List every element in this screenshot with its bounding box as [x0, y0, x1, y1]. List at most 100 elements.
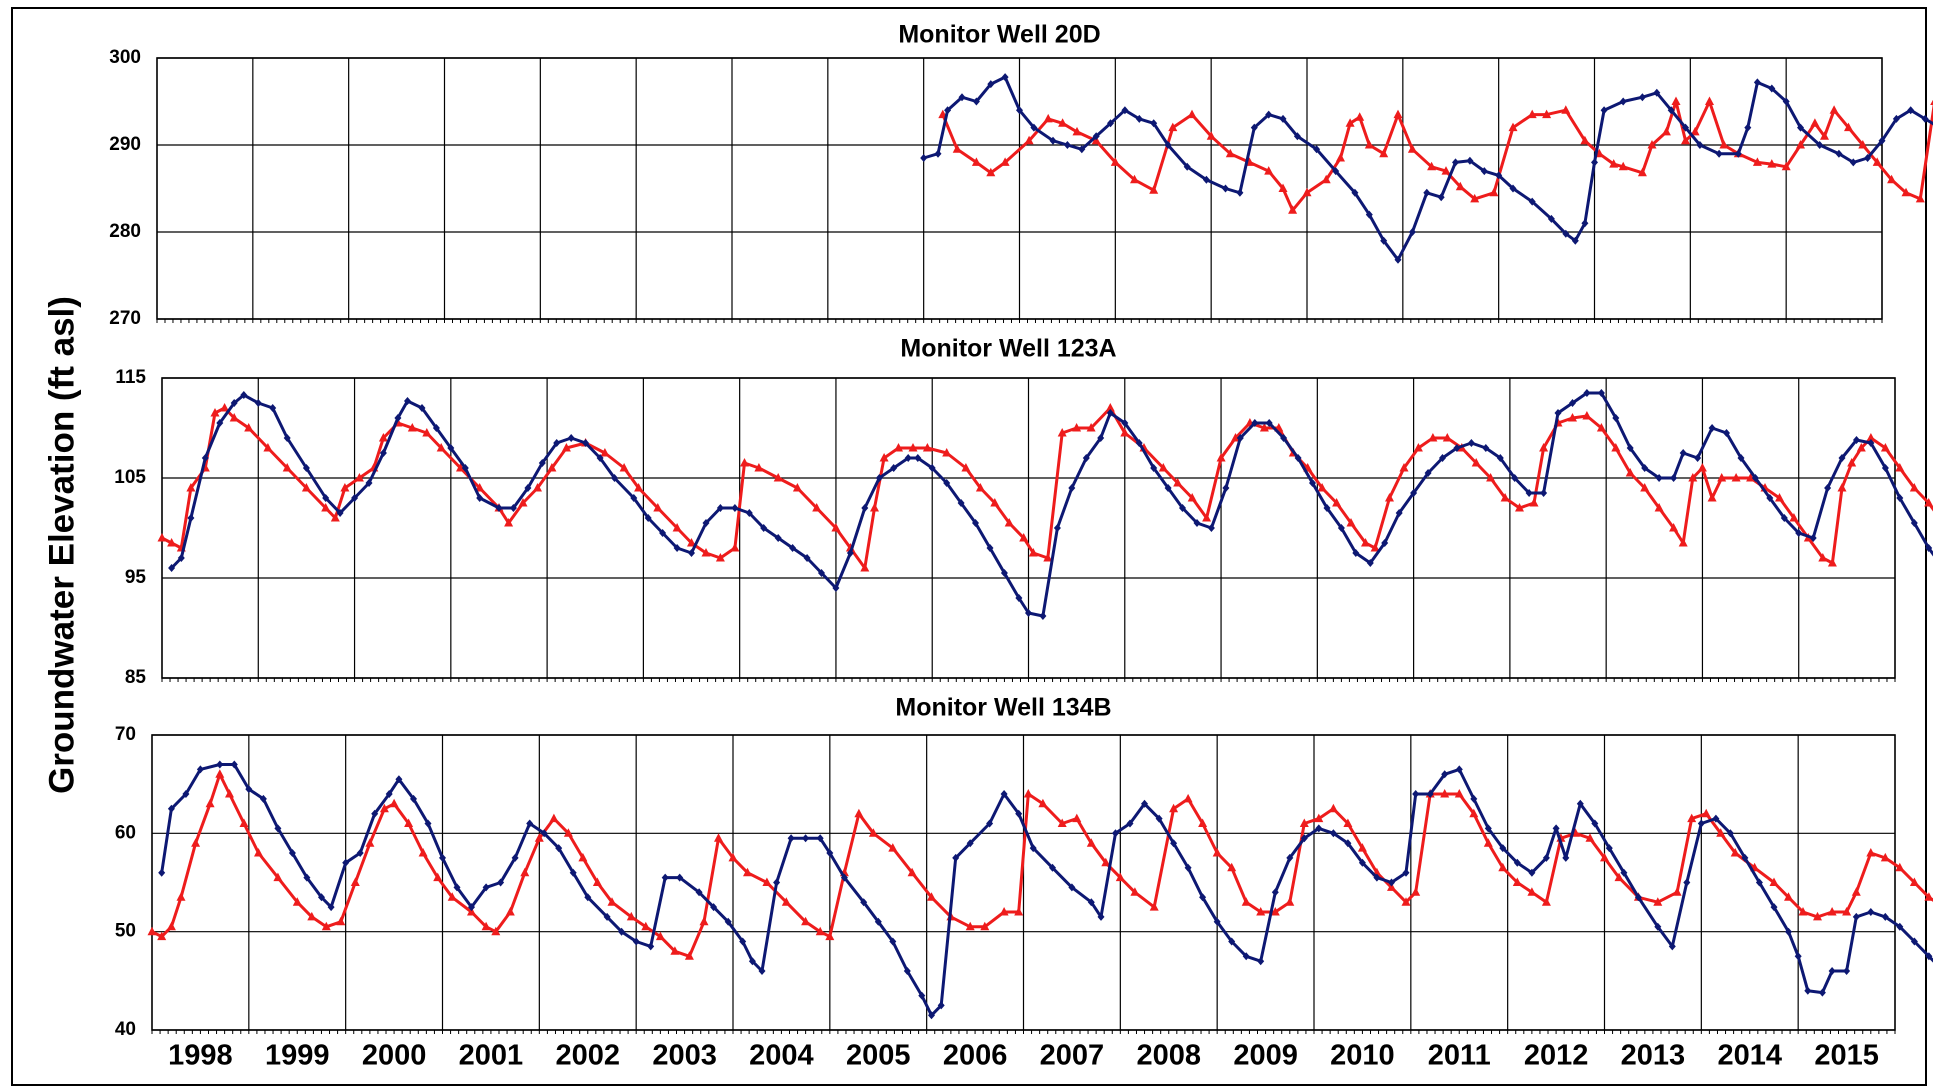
data-point	[1499, 844, 1507, 853]
data-point	[630, 494, 638, 502]
data-point	[1766, 494, 1774, 502]
data-point	[424, 819, 432, 828]
data-point	[758, 967, 766, 975]
data-point	[1547, 214, 1555, 223]
data-point	[1789, 513, 1799, 522]
data-point	[1170, 839, 1178, 848]
data-point	[1213, 917, 1221, 926]
data-point	[1265, 419, 1273, 427]
data-point	[986, 819, 994, 828]
data-point	[1600, 852, 1609, 862]
data-point	[943, 479, 951, 487]
data-point	[1251, 419, 1259, 427]
data-point	[611, 474, 618, 482]
data-point	[716, 504, 724, 512]
data-point	[1467, 439, 1475, 447]
data-point	[702, 519, 710, 527]
data-point	[1881, 912, 1889, 921]
data-point	[1552, 824, 1560, 833]
data-point	[230, 760, 238, 769]
data-point	[1596, 423, 1606, 432]
data-point	[1440, 789, 1450, 798]
data-point	[1887, 174, 1897, 184]
data-point	[1667, 106, 1675, 115]
data-point	[259, 794, 267, 803]
data-point	[748, 957, 756, 966]
data-point	[914, 454, 922, 462]
data-point	[1179, 504, 1186, 512]
data-point	[182, 790, 190, 798]
data-point	[1441, 166, 1451, 175]
data-point	[1373, 873, 1381, 882]
data-point	[781, 897, 791, 906]
data-point	[1302, 187, 1312, 197]
data-point	[1896, 922, 1904, 931]
data-point	[1681, 135, 1690, 145]
data-point	[1853, 436, 1860, 444]
data-point	[1562, 229, 1570, 238]
y-tick-label: 290	[109, 134, 141, 155]
data-point	[1770, 903, 1778, 912]
data-point	[918, 991, 926, 1000]
data-point	[1271, 888, 1279, 897]
data-point	[965, 921, 975, 931]
data-point	[1654, 503, 1664, 512]
data-point	[1038, 798, 1048, 808]
data-point	[1661, 126, 1671, 136]
data-point	[1466, 156, 1474, 165]
panel-title: Monitor Well 123A	[900, 335, 1116, 363]
data-point	[1838, 454, 1846, 462]
data-point	[1049, 136, 1057, 145]
data-point	[603, 912, 611, 921]
data-point	[244, 423, 254, 432]
data-point	[1168, 122, 1178, 132]
data-point	[1053, 524, 1061, 532]
data-point	[860, 898, 868, 907]
data-point	[812, 503, 822, 512]
data-point	[618, 927, 626, 936]
data-point	[1715, 149, 1723, 158]
data-point	[158, 868, 166, 877]
data-point	[168, 564, 176, 572]
data-point	[1858, 140, 1868, 149]
data-point	[1394, 255, 1402, 264]
data-point	[904, 454, 912, 462]
data-point	[1818, 553, 1828, 562]
data-point	[600, 448, 610, 457]
data-point	[1513, 858, 1521, 867]
data-point	[937, 1001, 945, 1010]
data-point	[1653, 897, 1663, 906]
data-point	[1717, 473, 1727, 482]
data-point	[1222, 184, 1229, 193]
data-point	[1286, 853, 1294, 862]
data-point	[1668, 942, 1676, 951]
data-point	[1092, 132, 1100, 141]
data-point	[1847, 458, 1857, 467]
data-point	[215, 769, 225, 778]
data-point	[1583, 389, 1591, 397]
data-point	[1679, 449, 1687, 457]
data-point	[626, 911, 636, 921]
data-point	[1925, 544, 1933, 552]
data-point	[1910, 937, 1918, 946]
data-point	[1043, 553, 1053, 562]
data-point	[1206, 131, 1216, 140]
data-point	[816, 834, 824, 843]
data-point	[1345, 118, 1355, 127]
data-point	[754, 463, 764, 472]
plot-area	[151, 734, 1896, 1031]
data-point	[1867, 908, 1875, 916]
data-point	[1407, 144, 1417, 153]
data-point	[1452, 158, 1459, 167]
data-point	[673, 544, 681, 552]
data-point	[1222, 484, 1230, 492]
data-point	[1554, 409, 1562, 417]
data-point	[1028, 548, 1038, 557]
data-point	[1539, 443, 1549, 452]
data-point	[254, 399, 262, 407]
data-point	[1626, 444, 1634, 452]
data-point	[1483, 838, 1493, 847]
data-point	[1707, 493, 1717, 502]
data-point	[1016, 106, 1023, 115]
